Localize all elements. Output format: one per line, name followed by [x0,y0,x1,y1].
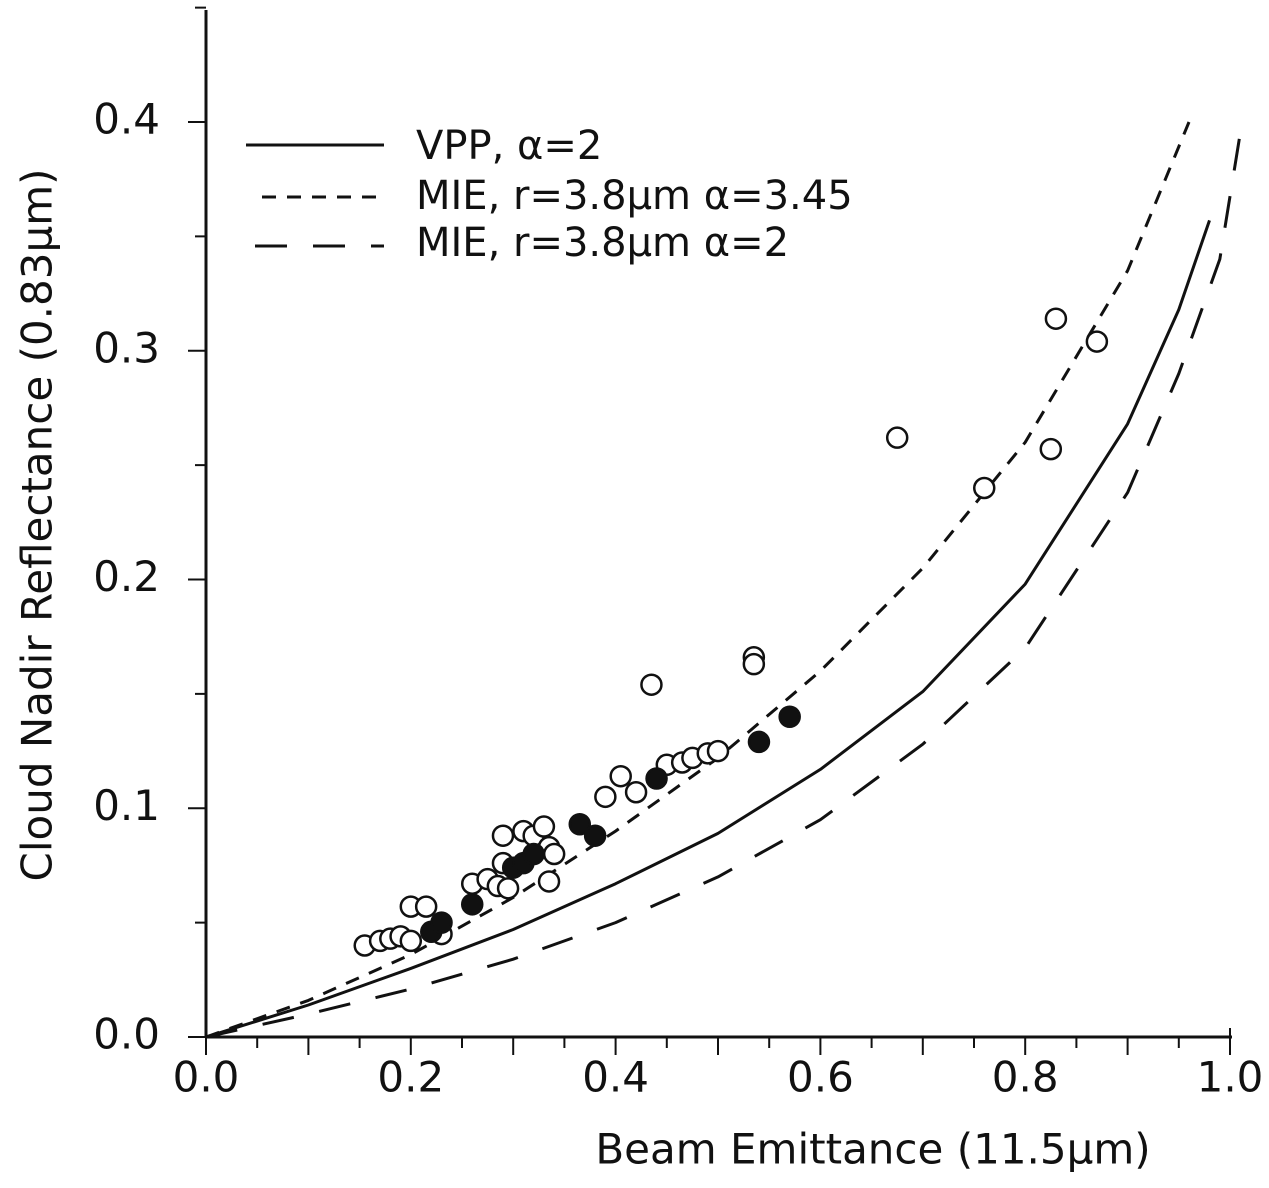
x-tick-label: 0.2 [377,1053,444,1102]
filled-data-point [522,842,545,866]
open-data-point [414,895,438,918]
filled-data-point [778,705,801,728]
legend-label-mie-345: MIE, r=3.8μm α=3.45 [416,173,853,219]
x-tick-label: 0.4 [582,1053,649,1102]
open-data-point [706,739,730,763]
legend: VPP, α=2 MIE, r=3.8μm α=3.45 MIE, r=3.8μ… [246,123,853,266]
y-tick-label: 0.3 [93,323,160,372]
curve-vpp-alpha-2 [205,219,1211,1039]
data-points [353,307,1109,957]
open-data-point [491,824,515,847]
ticks: 0.0 0.2 0.4 0.6 0.8 1.0 0.0 0.1 0.2 0.3 0.4 [93,6,1264,1102]
filled-data-point [460,893,484,916]
open-data-point [542,842,566,866]
axes [204,10,1232,1039]
y-tick-label: 0.2 [93,552,160,601]
y-tick-label: 0.0 [93,1010,160,1059]
open-data-point [640,673,663,696]
open-data-point [1039,437,1063,461]
legend-label-vpp: VPP, α=2 [416,123,602,169]
y-tick-label: 0.1 [93,781,160,830]
curve-mie-alpha-2 [205,133,1242,1039]
open-data-point [609,764,632,788]
open-data-point [1085,330,1109,353]
filled-data-point [568,813,592,836]
open-data-point [532,815,556,838]
open-data-point [1044,307,1068,330]
open-data-point [594,785,617,809]
open-data-point [537,870,561,893]
open-data-point [399,929,423,953]
open-data-point [972,476,996,500]
x-tick-label: 1.0 [1197,1053,1264,1102]
filled-data-point [430,911,453,934]
filled-data-point [583,824,607,847]
open-data-point [624,780,648,804]
open-data-point [885,426,909,449]
open-data-point [496,877,520,900]
x-tick-label: 0.8 [992,1053,1059,1102]
y-tick-label: 0.4 [93,95,160,144]
x-tick-label: 0.6 [787,1053,854,1102]
x-axis-label: Beam Emittance (11.5μm) [595,1125,1150,1174]
filled-data-point [747,730,771,754]
x-tick-label: 0.0 [173,1053,240,1102]
filled-data-point [645,767,668,790]
open-data-point [742,652,766,676]
legend-label-mie-2: MIE, r=3.8μm α=2 [416,220,789,266]
y-axis-label: Cloud Nadir Reflectance (0.83μm) [13,169,62,882]
